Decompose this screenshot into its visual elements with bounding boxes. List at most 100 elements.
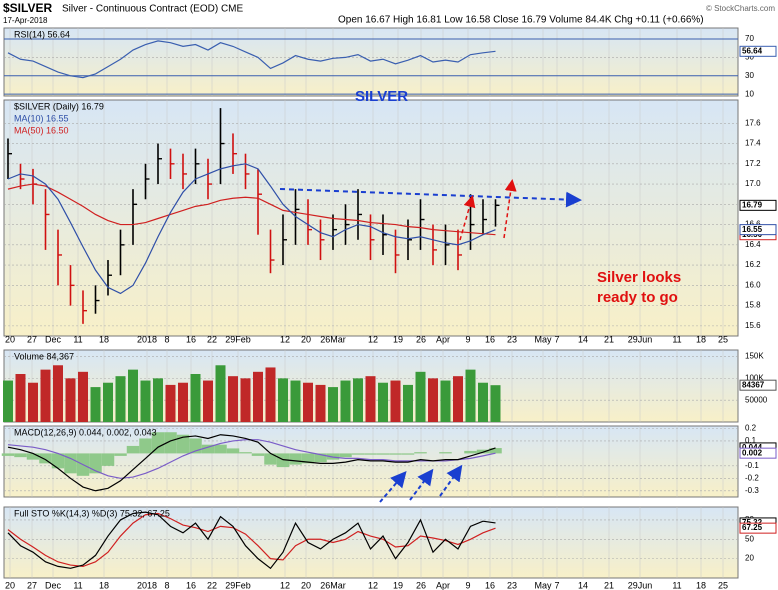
y-tick-label: 17.2 xyxy=(745,159,761,168)
x-tick-label: 18 xyxy=(99,580,109,590)
legend-entry: Volume 84,367 xyxy=(14,351,74,361)
volume-bar xyxy=(415,371,426,422)
volume-bar xyxy=(340,380,351,422)
annotation-title: SILVER xyxy=(355,88,408,105)
x-tick-label: 2018 xyxy=(137,580,157,590)
legend-entry: MA(10) 16.55 xyxy=(14,113,69,123)
trend-arrow xyxy=(279,188,582,208)
volume-bar xyxy=(403,384,413,422)
y-tick-label: 15.6 xyxy=(745,321,761,330)
x-tick-label: 18 xyxy=(696,334,706,344)
histogram-bar xyxy=(64,453,77,474)
x-tick-label: 19 xyxy=(393,580,403,590)
volume-bar xyxy=(465,369,476,422)
histogram-bar xyxy=(289,453,302,465)
x-tick-label: 16 xyxy=(485,580,495,590)
y-tick-label: 10 xyxy=(745,89,754,98)
y-tick-label: 16.0 xyxy=(745,280,761,289)
x-tick-label: 29Jun xyxy=(628,580,653,590)
volume-bar xyxy=(290,380,301,422)
value-box xyxy=(739,199,777,211)
x-tick-label: 29Jun xyxy=(628,334,653,344)
x-tick-label: 8 xyxy=(164,580,169,590)
volume-bar xyxy=(128,369,138,422)
histogram-bar xyxy=(239,452,252,454)
volume-bar xyxy=(478,382,488,422)
x-tick-label: 19 xyxy=(393,334,403,344)
y-tick-label: -0.2 xyxy=(745,473,759,482)
x-tick-label: 20 xyxy=(5,580,15,590)
volume-bar xyxy=(253,371,263,422)
value-box-label: 0.044 xyxy=(742,443,763,452)
x-tick-label: May xyxy=(534,334,552,344)
value-box xyxy=(739,224,777,236)
histogram-bar xyxy=(1,453,15,456)
x-tick-label: 25 xyxy=(718,580,728,590)
x-tick-label: May xyxy=(534,580,552,590)
x-tick-label: 11 xyxy=(73,334,82,344)
x-tick-label: 26Mar xyxy=(320,334,346,344)
x-tick-label: 7 xyxy=(554,334,559,344)
histogram-bar xyxy=(51,453,65,469)
x-tick-label: 8 xyxy=(164,334,169,344)
volume-bar xyxy=(28,382,38,422)
y-tick-label: -0.1 xyxy=(745,461,759,470)
histogram-bar xyxy=(389,453,402,455)
histogram-bar xyxy=(39,453,52,464)
y-tick-label: 150K xyxy=(745,352,764,361)
x-tick-label: 12 xyxy=(368,580,378,590)
volume-bar xyxy=(228,376,238,422)
histogram-bar xyxy=(326,453,340,460)
macd-line xyxy=(7,434,496,492)
histogram-bar xyxy=(151,432,165,454)
x-tick-label: 21 xyxy=(604,334,614,344)
symbol: $SILVER xyxy=(3,1,52,15)
y-tick-label: 16.2 xyxy=(745,260,761,269)
x-tick-label: 11 xyxy=(672,580,681,590)
x-tick-label: 18 xyxy=(696,580,706,590)
histogram-bar xyxy=(26,453,40,460)
histogram-bar xyxy=(401,453,415,455)
legend-entry: RSI(14) 56.64 xyxy=(14,29,70,39)
x-tick-label: 23 xyxy=(507,334,517,344)
pct-k-line xyxy=(7,511,496,570)
volume-bar xyxy=(65,378,76,422)
chart-date: 17-Apr-2018 xyxy=(3,16,48,25)
y-tick-label: 17.6 xyxy=(745,118,761,127)
x-tick-label: 11 xyxy=(672,334,681,344)
histogram-bar xyxy=(414,452,427,454)
volume-bar xyxy=(490,385,501,422)
ma50-line xyxy=(7,183,496,236)
value-box xyxy=(739,522,777,534)
x-tick-label: 26 xyxy=(416,580,426,590)
volume-bar xyxy=(203,380,213,422)
y-tick-label: 16.4 xyxy=(745,240,761,249)
panel-title: Full STO %K(14,3) %D(3) 75.32, 67.25 xyxy=(14,508,170,518)
x-tick-label: Dec xyxy=(45,334,62,344)
macd-arrow xyxy=(439,464,463,497)
x-tick-label: 14 xyxy=(578,334,588,344)
annotation-note: ready to go xyxy=(597,289,678,306)
y-tick-label: 0.1 xyxy=(745,436,757,445)
histogram-bar xyxy=(101,453,115,466)
y-tick-label: 17.4 xyxy=(745,139,761,148)
histogram-bar xyxy=(364,453,377,455)
x-tick-label: 12 xyxy=(280,580,290,590)
instrument-name: Silver - Continuous Contract (EOD) CME xyxy=(62,4,243,15)
x-tick-label: 27 xyxy=(27,334,37,344)
histogram-bar xyxy=(439,452,452,454)
x-tick-label: 22 xyxy=(207,580,217,590)
legend-entry: MA(50) 16.50 xyxy=(14,125,69,135)
histogram-bar xyxy=(489,448,502,454)
volume-bar xyxy=(390,380,401,422)
volume-bar xyxy=(303,382,313,422)
x-tick-label: 14 xyxy=(578,580,588,590)
histogram-bar xyxy=(139,438,152,454)
volume-bar xyxy=(328,387,338,422)
histogram-bar xyxy=(226,448,240,454)
x-tick-label: 22 xyxy=(207,334,217,344)
volume-bar xyxy=(78,371,88,422)
up-arrow xyxy=(459,195,476,241)
panel-title: MACD(12,26,9) 0.044, 0.002, 0.043 xyxy=(14,427,157,437)
volume-bar xyxy=(15,374,26,422)
